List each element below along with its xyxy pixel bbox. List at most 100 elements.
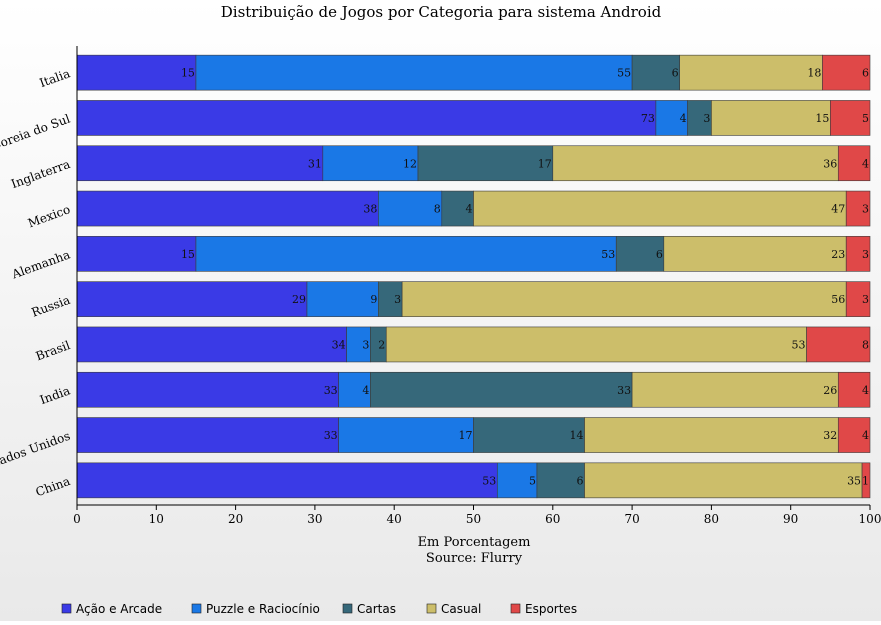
bar-segment — [663, 236, 847, 272]
data-label: 3 — [362, 338, 369, 351]
bar-segment — [417, 145, 554, 182]
bar-segment — [845, 190, 871, 227]
data-label: 6 — [862, 67, 869, 80]
data-label: 35 — [847, 474, 861, 487]
x-tick-label: 40 — [387, 512, 402, 526]
bar-segment — [837, 371, 871, 408]
bar-segment — [552, 145, 839, 182]
bar-segment — [76, 54, 197, 91]
x-tick-label: 10 — [149, 512, 164, 526]
legend-label: Puzzle e Raciocínio — [206, 602, 320, 616]
data-label: 6 — [656, 248, 663, 261]
data-label: 56 — [831, 293, 845, 306]
legend-swatch — [191, 603, 202, 614]
data-label: 47 — [831, 203, 845, 216]
data-label: 3 — [862, 248, 869, 261]
bar-segment — [536, 462, 585, 499]
bar-segment — [711, 100, 831, 136]
data-label: 3 — [394, 293, 401, 306]
data-label: 15 — [815, 112, 829, 125]
x-tick-label: 20 — [228, 512, 243, 526]
x-tick-label: 30 — [307, 512, 322, 526]
bar-segment — [845, 281, 871, 317]
data-label: 15 — [181, 248, 195, 261]
bar-segment — [631, 54, 680, 91]
bar-segment — [822, 54, 871, 91]
data-label: 33 — [324, 429, 338, 442]
bar-segment — [76, 417, 339, 453]
data-label: 29 — [292, 293, 306, 306]
x-tick-label: 50 — [466, 512, 481, 526]
bar-segment — [378, 190, 443, 227]
bar-segment — [195, 54, 633, 91]
bar-segment — [584, 462, 863, 499]
bar-segment — [338, 371, 371, 408]
bar-segment — [76, 281, 308, 317]
data-label: 17 — [538, 157, 552, 170]
data-label: 32 — [823, 429, 837, 442]
data-label: 53 — [792, 338, 806, 351]
data-label: 23 — [831, 248, 845, 261]
data-label: 4 — [466, 203, 473, 216]
bar-segment — [837, 417, 871, 453]
legend-swatch — [510, 603, 521, 614]
bar-segment — [496, 462, 538, 499]
x-tick-label: 90 — [783, 512, 798, 526]
bar-segment — [845, 236, 871, 272]
data-label: 3 — [862, 293, 869, 306]
bar-segment — [338, 417, 474, 453]
legend-swatch — [61, 603, 72, 614]
data-label: 4 — [362, 384, 369, 397]
data-label: 3 — [862, 203, 869, 216]
bar-segment — [806, 326, 871, 363]
bar-segment — [76, 462, 498, 499]
bar-segment — [679, 54, 823, 91]
bar-segment — [76, 190, 379, 227]
bar-segment — [401, 281, 847, 317]
bar-segment — [473, 417, 585, 453]
data-label: 53 — [601, 248, 615, 261]
data-label: 73 — [641, 112, 655, 125]
data-label: 55 — [617, 67, 631, 80]
data-label: 4 — [862, 157, 869, 170]
data-label: 15 — [181, 67, 195, 80]
chart-title: Distribuição de Jogos por Categoria para… — [221, 3, 662, 21]
data-label: 4 — [862, 384, 869, 397]
data-label: 31 — [308, 157, 322, 170]
x-tick-label: 100 — [859, 512, 881, 526]
bar-segment — [76, 100, 657, 136]
bar-segment — [385, 326, 807, 363]
x-tick-label: 60 — [545, 512, 560, 526]
data-label: 6 — [577, 474, 584, 487]
bar-segment — [76, 145, 324, 182]
data-label: 17 — [459, 429, 473, 442]
data-label: 12 — [403, 157, 417, 170]
data-label: 38 — [363, 203, 377, 216]
data-label: 3 — [703, 112, 710, 125]
bar-segment — [473, 190, 847, 227]
x-tick-label: 70 — [624, 512, 639, 526]
bar-segment — [306, 281, 379, 317]
data-label: 53 — [482, 474, 496, 487]
legend-label: Ação e Arcade — [76, 602, 162, 616]
legend-swatch — [342, 603, 353, 614]
bar-segment — [76, 371, 339, 408]
data-label: 9 — [370, 293, 377, 306]
bar-segment — [370, 371, 633, 408]
legend-label: Casual — [441, 602, 481, 616]
legend: Ação e Arcade Puzzle e Raciocínio Cartas Ca… — [61, 602, 577, 616]
legend-label: Esportes — [525, 602, 577, 616]
data-label: 8 — [862, 338, 869, 351]
legend-swatch — [426, 603, 437, 614]
bar-segment — [441, 190, 474, 227]
bar-segment — [615, 236, 665, 272]
data-label: 4 — [680, 112, 687, 125]
data-label: 2 — [378, 338, 385, 351]
data-label: 4 — [862, 429, 869, 442]
data-label: 8 — [434, 203, 441, 216]
data-label: 36 — [823, 157, 837, 170]
x-axis-title: Em Porcentagem — [418, 535, 531, 550]
